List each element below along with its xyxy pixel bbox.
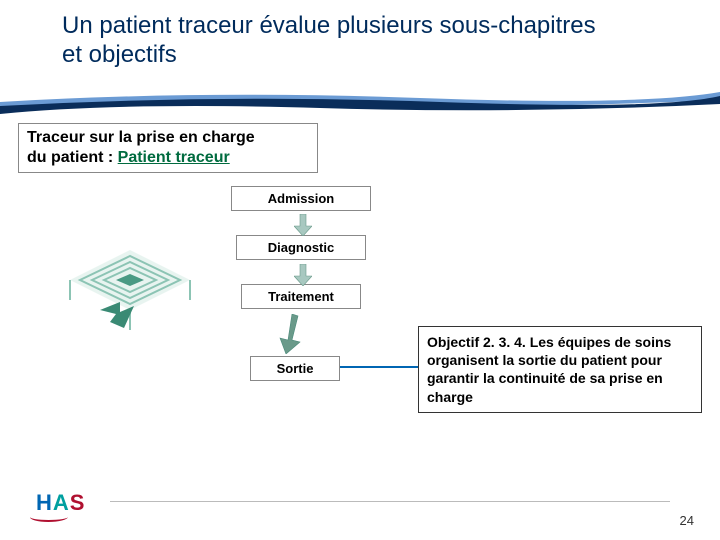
header-swoosh [0,88,720,118]
arrow-1-icon [294,214,312,236]
connector-line [340,366,418,368]
tracer-line2-pre: du patient : [27,149,118,166]
tracer-highlight: Patient traceur [118,149,230,166]
maze-icon [60,242,210,352]
has-logo: HAS [36,490,85,516]
slide: Un patient traceur évalue plusieurs sous… [0,0,720,540]
objective-box: Objectif 2. 3. 4. Les équipes de soins o… [418,326,702,413]
logo-s: S [70,490,86,515]
tracer-line1: Traceur sur la prise en charge [27,129,255,146]
logo-a: A [53,490,70,515]
tracer-box: Traceur sur la prise en charge du patien… [18,123,318,173]
step-traitement: Traitement [241,284,361,309]
slide-title: Un patient traceur évalue plusieurs sous… [62,12,622,70]
logo-h: H [36,490,53,515]
footer-divider [110,501,670,502]
step-admission: Admission [231,186,371,211]
arrow-2-icon [294,264,312,286]
page-number: 24 [680,513,694,528]
flow-column: Admission Diagnostic Traitement [231,186,371,309]
arrow-3-icon [278,314,304,354]
step-diagnostic: Diagnostic [236,235,366,260]
step-sortie: Sortie [250,356,340,381]
